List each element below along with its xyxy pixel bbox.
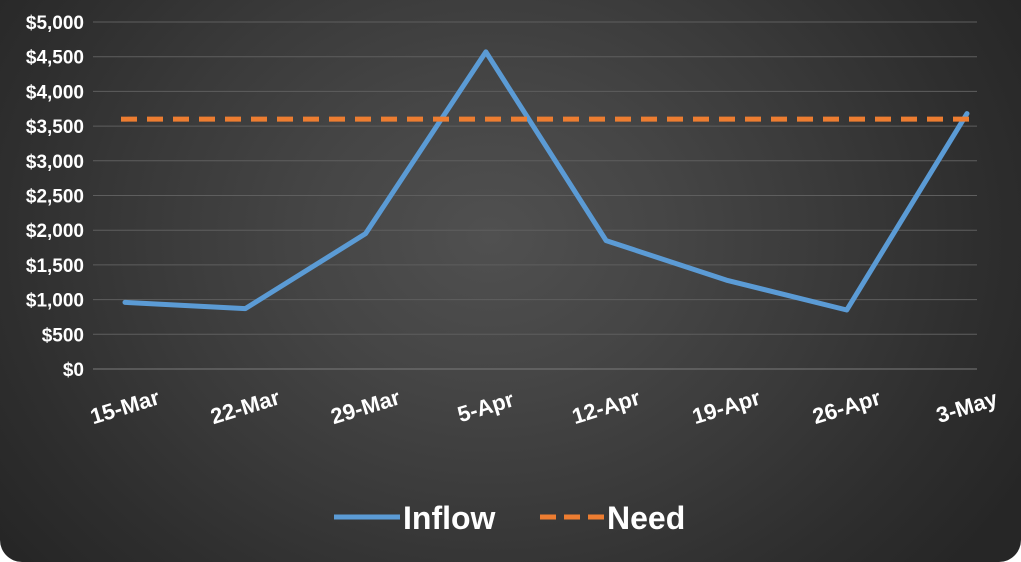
y-tick-label: $2,000 <box>26 221 84 242</box>
x-tick-label: 22-Mar <box>208 384 284 429</box>
y-tick-label: $0 <box>63 360 84 381</box>
y-tick-label: $500 <box>42 325 84 346</box>
gridlines <box>93 21 977 370</box>
y-tick-label: $1,500 <box>26 256 84 277</box>
x-axis-ticks: 15-Mar 22-Mar 29-Mar 5-Apr 12-Apr 19-Apr 26-Ap… <box>87 384 1001 429</box>
y-axis-ticks: $0 $500 $1,000 $1,500 $2,000 $2,500 $3,000 $3,5… <box>26 13 84 381</box>
x-tick-label: 26-Apr <box>810 385 884 429</box>
y-tick-label: $4,000 <box>26 82 84 103</box>
legend-label-inflow: Inflow <box>403 500 496 536</box>
legend: Inflow Need <box>334 500 685 536</box>
y-tick-label: $1,000 <box>26 291 84 312</box>
series-line-inflow <box>122 49 970 313</box>
y-tick-label: $5,000 <box>26 13 84 34</box>
x-tick-label: 19-Apr <box>689 385 763 429</box>
y-tick-label: $4,500 <box>26 48 84 69</box>
legend-label-need: Need <box>607 500 685 536</box>
x-tick-label: 15-Mar <box>87 384 163 429</box>
y-tick-label: $3,500 <box>26 117 84 138</box>
x-tick-label: 29-Mar <box>328 384 404 429</box>
x-tick-label: 5-Apr <box>455 386 518 427</box>
y-tick-label: $2,500 <box>26 187 84 208</box>
x-tick-label: 12-Apr <box>569 385 643 429</box>
x-tick-label: 3-May <box>933 386 1001 428</box>
series-lines <box>121 49 972 313</box>
y-tick-label: $3,000 <box>26 152 84 173</box>
